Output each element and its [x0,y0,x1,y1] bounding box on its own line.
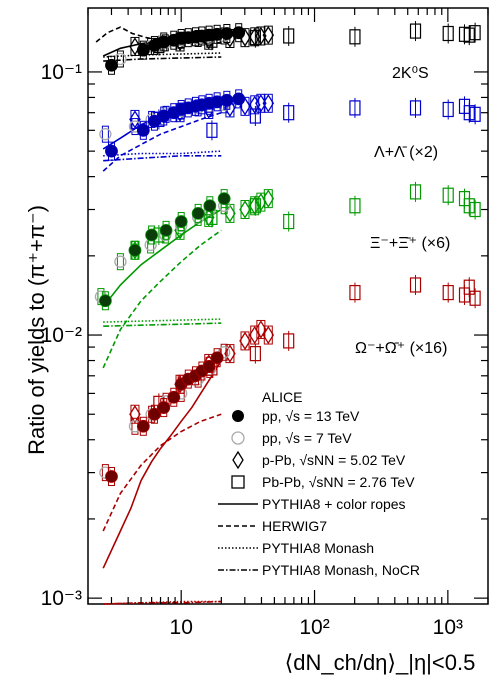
pp13-marker [145,228,159,242]
legend-marker-open-circle [231,431,245,445]
series-group [99,274,481,605]
pp13-marker [232,26,246,40]
ppb-marker [248,27,261,47]
y-tick-label: 10⁻³ [41,587,82,610]
ppb-marker [129,37,141,56]
y-axis-title: Ratio of yields to (π⁺+π⁻) [24,205,49,455]
model-line-monash [103,318,222,323]
plot-frame [87,7,489,605]
pp13-marker [167,390,181,404]
pp7-sysbox [220,343,228,361]
pp13-marker [105,58,118,72]
legend-marker-open-diamond [232,450,244,470]
ppb-marker [129,405,141,424]
pp13-marker [136,419,150,433]
x-tick-label: 10³ [433,616,463,639]
pp13-marker [136,43,150,57]
pp13-marker [174,215,188,228]
legend-entry-label: PYTHIA8 + color ropes [262,496,406,512]
ticks-layer: 10 10² 10³ 10⁻³ 10⁻² 10⁻¹ [41,8,489,639]
model-line-monash [103,52,222,58]
ppb-marker [262,94,275,113]
model-line-herwig [102,229,222,369]
ppb-marker [248,196,261,215]
model-line-nocr [103,155,222,162]
legend-marker-filled-circle [232,410,244,422]
pp13-marker [157,401,171,414]
series-group [95,21,481,75]
series-group [94,181,481,369]
x-tick-label: 10² [299,616,329,639]
model-line-monash [103,150,222,157]
ppb-marker [262,325,275,345]
plot-border [87,7,489,605]
legend-entry-label: pp, √s = 13 TeV [262,408,360,424]
series-label-k0s: 2K⁰S [392,65,429,82]
legend-entry-label: Pb-Pb, √sNN = 2.76 TeV [262,474,415,490]
pp13-marker [217,192,231,206]
pp13-marker [203,199,217,213]
model-line-nocr [103,56,222,62]
pp13-marker [191,206,205,220]
pp13-marker [105,144,118,158]
ppb-marker [224,344,236,363]
y-tick-label: 10⁻¹ [41,61,82,84]
x-axis-title: ⟨dN_ch/dη⟩_|η|<0.5 [285,650,476,675]
legend-entry-label: PYTHIA8 Monash [262,540,374,556]
pp13-marker [159,223,173,237]
model-line-nocr [103,322,222,327]
series-layer [94,21,481,605]
ppb-marker [248,95,261,115]
pp13-marker [105,470,118,483]
pp13-marker [210,351,224,365]
pp13-marker [136,123,150,137]
legend-entries: pp, √s = 13 TeV pp, √s = 7 TeV p-Pb, √sNN … [218,408,420,578]
model-line-herwig [102,111,222,172]
ppb-sysbox [263,189,273,209]
series-group [99,89,481,172]
legend-marker-open-square [231,475,245,489]
legend-entry-label: p-Pb, √sNN = 5.02 TeV [262,452,406,468]
model-line-herwig [102,413,222,532]
pp7-sysbox [131,118,139,136]
pp13-marker [128,243,142,257]
pp7-marker [99,128,112,141]
series-label-lambda: Λ+Λ̄ (×2) [374,144,438,161]
ppb-marker [174,221,186,240]
pp7-sysbox [116,253,124,271]
ppb-marker [129,110,141,129]
pp13-marker [220,93,234,107]
model-line-nocr [103,600,222,605]
x-tick-label: 10 [170,616,193,639]
ppb-marker [262,25,275,45]
ppb-marker [239,200,251,219]
pp13-marker [232,92,246,106]
series-label-omega: Ω⁻+Ω̄⁺ (×16) [355,340,447,357]
ppb-marker [239,331,251,351]
pp7-sysbox [101,125,109,143]
pp13-marker [98,294,112,308]
ppb-sysbox [250,325,260,345]
legend-entry-label: PYTHIA8 Monash, NoCR [262,562,420,578]
legend-title: ALICE [262,389,302,405]
ppb-marker [262,189,275,208]
series-label-xi: Ξ⁻+Ξ̄⁺ (×6) [370,235,450,252]
model-line-ropes [102,208,222,308]
ppb-sysbox [240,331,250,351]
legend-entry-label: pp, √s = 7 TeV [262,430,352,446]
pp7-sysbox [116,50,124,68]
model-line-monash [103,600,222,605]
pp7-marker [114,255,127,268]
model-line-ropes [102,360,222,569]
pp13-marker [220,27,234,40]
legend-entry-label: HERWIG7 [262,518,327,534]
y-tick-label: 10⁻² [41,324,82,347]
ppb-sysbox [240,200,250,220]
legend: ALICE pp, √s = 13 TeV pp, √s = 7 TeV p-Pb,… [218,389,420,578]
